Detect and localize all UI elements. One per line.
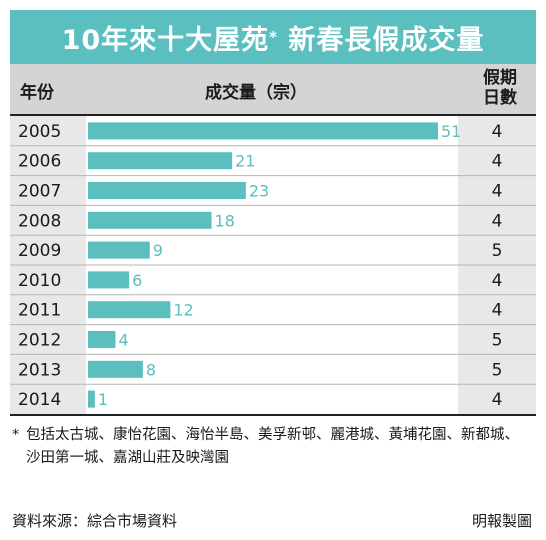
bar: [88, 301, 171, 319]
holiday-days-value: 4: [492, 390, 503, 410]
year-label: 2005: [18, 122, 61, 142]
title-suffix: 新春長假成交量: [288, 24, 485, 56]
title-asterisk: *: [269, 28, 279, 46]
year-label: 2009: [18, 241, 61, 261]
table-header: 年份 成交量（宗） 假期 日數: [10, 64, 536, 116]
bar: [88, 390, 95, 408]
footnote: * 包括太古城、康怡花園、海怡半島、美孚新邨、麗港城、黃埔花園、新都城、沙田第一…: [12, 424, 532, 470]
bar-value-label: 8: [146, 360, 156, 379]
chart-title: 10年來十大屋苑 * 新春長假成交量: [10, 10, 536, 64]
footnote-text: 包括太古城、康怡花園、海怡半島、美孚新邨、麗港城、黃埔花園、新都城、沙田第一城、…: [26, 427, 519, 466]
bar-value-label: 6: [132, 271, 142, 290]
year-label: 2011: [18, 301, 61, 321]
bar: [88, 241, 150, 259]
holiday-days-value: 4: [492, 301, 503, 321]
bar: [88, 152, 233, 170]
bar: [88, 182, 246, 199]
holiday-days-value: 5: [492, 241, 503, 261]
bar-value-label: 9: [153, 241, 163, 260]
year-label: 2010: [18, 271, 61, 291]
graphic-credit: 明報製圖: [471, 512, 532, 530]
bar: [88, 331, 116, 348]
year-label: 2012: [18, 331, 61, 351]
bar: [88, 360, 143, 378]
year-label: 2008: [18, 211, 61, 231]
year-label: 2006: [18, 152, 61, 172]
bar-value-label: 51: [441, 122, 461, 141]
holiday-days-value: 4: [492, 122, 503, 142]
bar: [88, 211, 212, 229]
holiday-days-value: 4: [492, 271, 503, 291]
holiday-days-value: 4: [492, 211, 503, 231]
header-holiday-days: 假期 日數: [483, 68, 517, 108]
holiday-days-value: 5: [492, 331, 503, 351]
header-volume: 成交量（宗）: [205, 83, 307, 103]
table-bottom-rule: [10, 414, 536, 416]
holiday-days-value: 5: [492, 360, 503, 380]
holiday-days-value: 4: [492, 152, 503, 172]
bar-value-label: 21: [235, 152, 255, 171]
data-source: 資料來源：綜合市場資料: [12, 512, 178, 530]
bar-value-label: 4: [118, 331, 128, 350]
bar-value-label: 1: [98, 390, 108, 409]
bar-value-label: 18: [215, 211, 235, 230]
holiday-days-value: 4: [492, 182, 503, 202]
bar-value-label: 12: [173, 301, 193, 320]
bar: [88, 271, 130, 289]
footnote-mark: *: [12, 427, 20, 443]
title-text: 10年來十大屋苑: [61, 24, 270, 56]
header-year: 年份: [20, 83, 54, 103]
bar: [88, 122, 438, 140]
year-label: 2013: [18, 360, 61, 380]
bar-value-label: 23: [249, 182, 269, 201]
year-label: 2014: [18, 390, 61, 410]
year-label: 2007: [18, 182, 61, 202]
